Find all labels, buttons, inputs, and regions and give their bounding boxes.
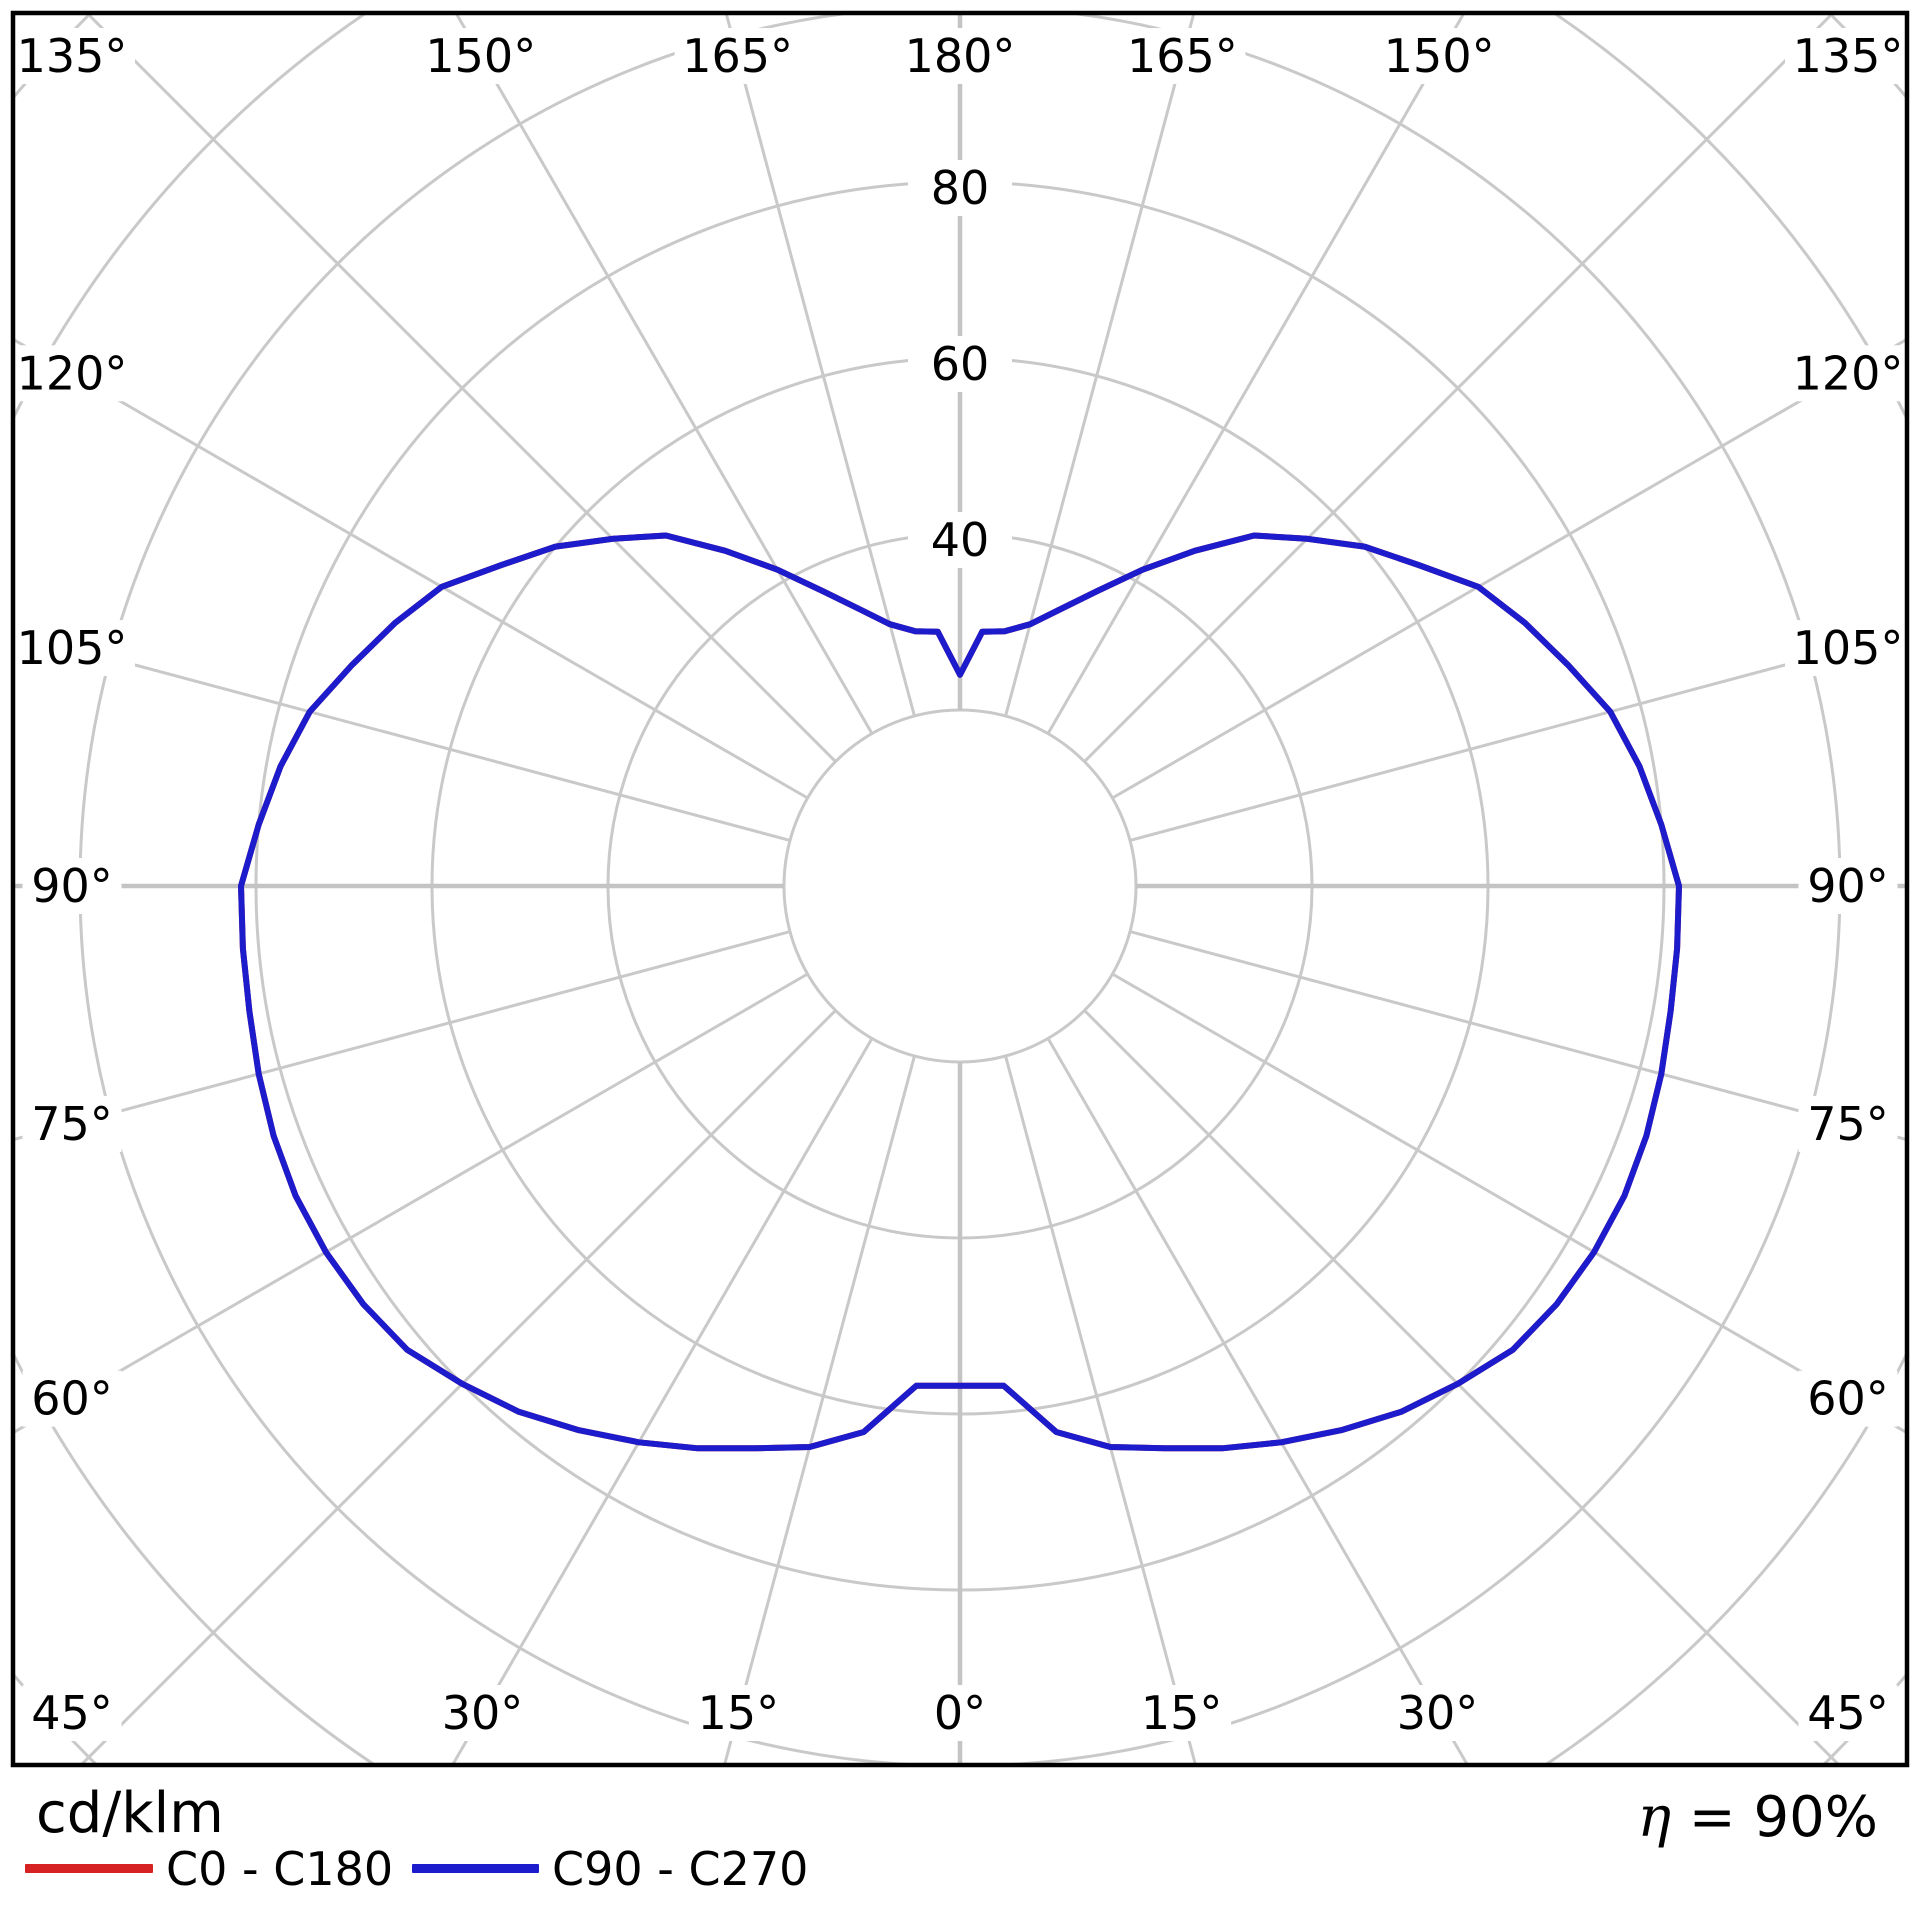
angle-label-backing-105-right [1785, 620, 1905, 677]
angle-label-75-right: 75° [1807, 1097, 1889, 1151]
angle-label-backing-120-left [15, 345, 135, 402]
angle-label-120-right: 120° [1793, 346, 1904, 400]
grid-spoke-345 [723, 1055, 916, 1763]
angle-label-90-left: 90° [31, 859, 113, 913]
angle-label-165-right: 165° [1127, 29, 1238, 83]
grid-spoke-75 [1129, 930, 1905, 1141]
grid-spoke-225 [86, 15, 837, 763]
angle-label-backing-90-left [22, 858, 122, 914]
curve-c90-c270 [238, 532, 1682, 1452]
angle-label-45-right: 45° [1807, 1686, 1889, 1740]
angle-label-45-left: 45° [31, 1686, 113, 1740]
angle-label-backing-0-right [924, 1685, 996, 1741]
angle-label-165-left: 165° [682, 29, 793, 83]
angle-label-backing-75-left [22, 1095, 122, 1152]
angle-label-backing-135-left [15, 28, 135, 84]
grid-spoke-300 [15, 972, 809, 1434]
angle-label-150-left: 150° [425, 29, 536, 83]
angle-label-30-left: 30° [442, 1686, 524, 1740]
grid-spoke-240 [15, 338, 809, 800]
angle-label-90-right: 90° [1807, 859, 1889, 913]
legend-label-c90-c270: C90 - C270 [552, 1842, 809, 1896]
legend-swatch-c0-c180 [25, 1864, 153, 1873]
angle-label-backing-150-right [1376, 28, 1503, 84]
radial-tick-backing-60 [908, 336, 1012, 392]
angle-label-75-left: 75° [31, 1097, 113, 1151]
angle-label-backing-150-left [417, 28, 544, 84]
legend-swatch-c90-c270 [412, 1864, 539, 1873]
angle-label-backing-135-right [1785, 28, 1905, 84]
angle-label-backing-60-left [22, 1370, 122, 1427]
grid-spoke-105 [1129, 631, 1905, 842]
radial-tick-label-80: 80 [931, 161, 990, 215]
angle-label-60-left: 60° [31, 1372, 113, 1426]
grid-spoke-285 [15, 930, 791, 1141]
grid-spoke-120 [1111, 338, 1905, 800]
angle-label-180-right: 180° [905, 29, 1016, 83]
grid-spoke-210 [455, 15, 874, 735]
radial-tick-backing-40 [908, 512, 1012, 568]
grid-spoke-195 [725, 15, 916, 717]
angle-label-backing-90-right [1798, 858, 1898, 914]
grid-spoke-255 [15, 631, 791, 842]
angle-label-135-left: 135° [17, 29, 128, 83]
grid-spoke-165 [1004, 15, 1195, 717]
angle-label-15-right: 15° [1141, 1686, 1223, 1740]
grid-spoke-150 [1046, 15, 1465, 735]
units-label: cd/klm [36, 1781, 224, 1846]
angle-label-0-right: 0° [934, 1686, 986, 1740]
grid-spoke-15 [1004, 1055, 1197, 1763]
angle-label-backing-60-right [1798, 1370, 1898, 1427]
angle-label-backing-165-left [674, 28, 801, 84]
angle-label-backing-15-right [1132, 1685, 1232, 1741]
plot-border [10, 10, 1910, 1768]
angle-label-120-left: 120° [17, 346, 128, 400]
grid-spoke-330 [451, 1037, 874, 1763]
angle-label-backing-30-left [433, 1685, 533, 1741]
radial-tick-backing-80 [908, 160, 1012, 216]
angle-label-135-right: 135° [1793, 29, 1904, 83]
angle-label-60-right: 60° [1807, 1372, 1889, 1426]
grid-spoke-30 [1046, 1037, 1469, 1763]
angle-label-backing-165-right [1119, 28, 1246, 84]
efficiency-label: η = 90% [1637, 1785, 1878, 1850]
angle-label-105-right: 105° [1793, 621, 1904, 675]
radial-tick-label-60: 60 [931, 337, 990, 391]
angle-label-backing-120-right [1785, 345, 1905, 402]
legend-label-c0-c180: C0 - C180 [166, 1842, 394, 1896]
angle-label-backing-30-right [1387, 1685, 1487, 1741]
angle-label-backing-15-left [688, 1685, 788, 1741]
grid-spoke-45 [1083, 1009, 1840, 1763]
angle-label-150-right: 150° [1384, 29, 1495, 83]
angle-label-backing-45-right [1798, 1685, 1898, 1741]
grid-spoke-60 [1111, 972, 1905, 1434]
angle-label-backing-180-right [897, 28, 1023, 84]
angle-label-backing-105-left [15, 620, 135, 677]
angle-label-backing-75-right [1798, 1095, 1898, 1152]
radial-tick-label-40: 40 [931, 513, 990, 567]
grid-spoke-315 [80, 1009, 837, 1763]
angle-label-30-right: 30° [1397, 1686, 1479, 1740]
grid-spoke-135 [1083, 15, 1834, 763]
angle-label-15-left: 15° [698, 1686, 780, 1740]
eta-symbol: η [1637, 1785, 1671, 1850]
angle-label-105-left: 105° [17, 621, 128, 675]
angle-label-backing-45-left [22, 1685, 122, 1741]
